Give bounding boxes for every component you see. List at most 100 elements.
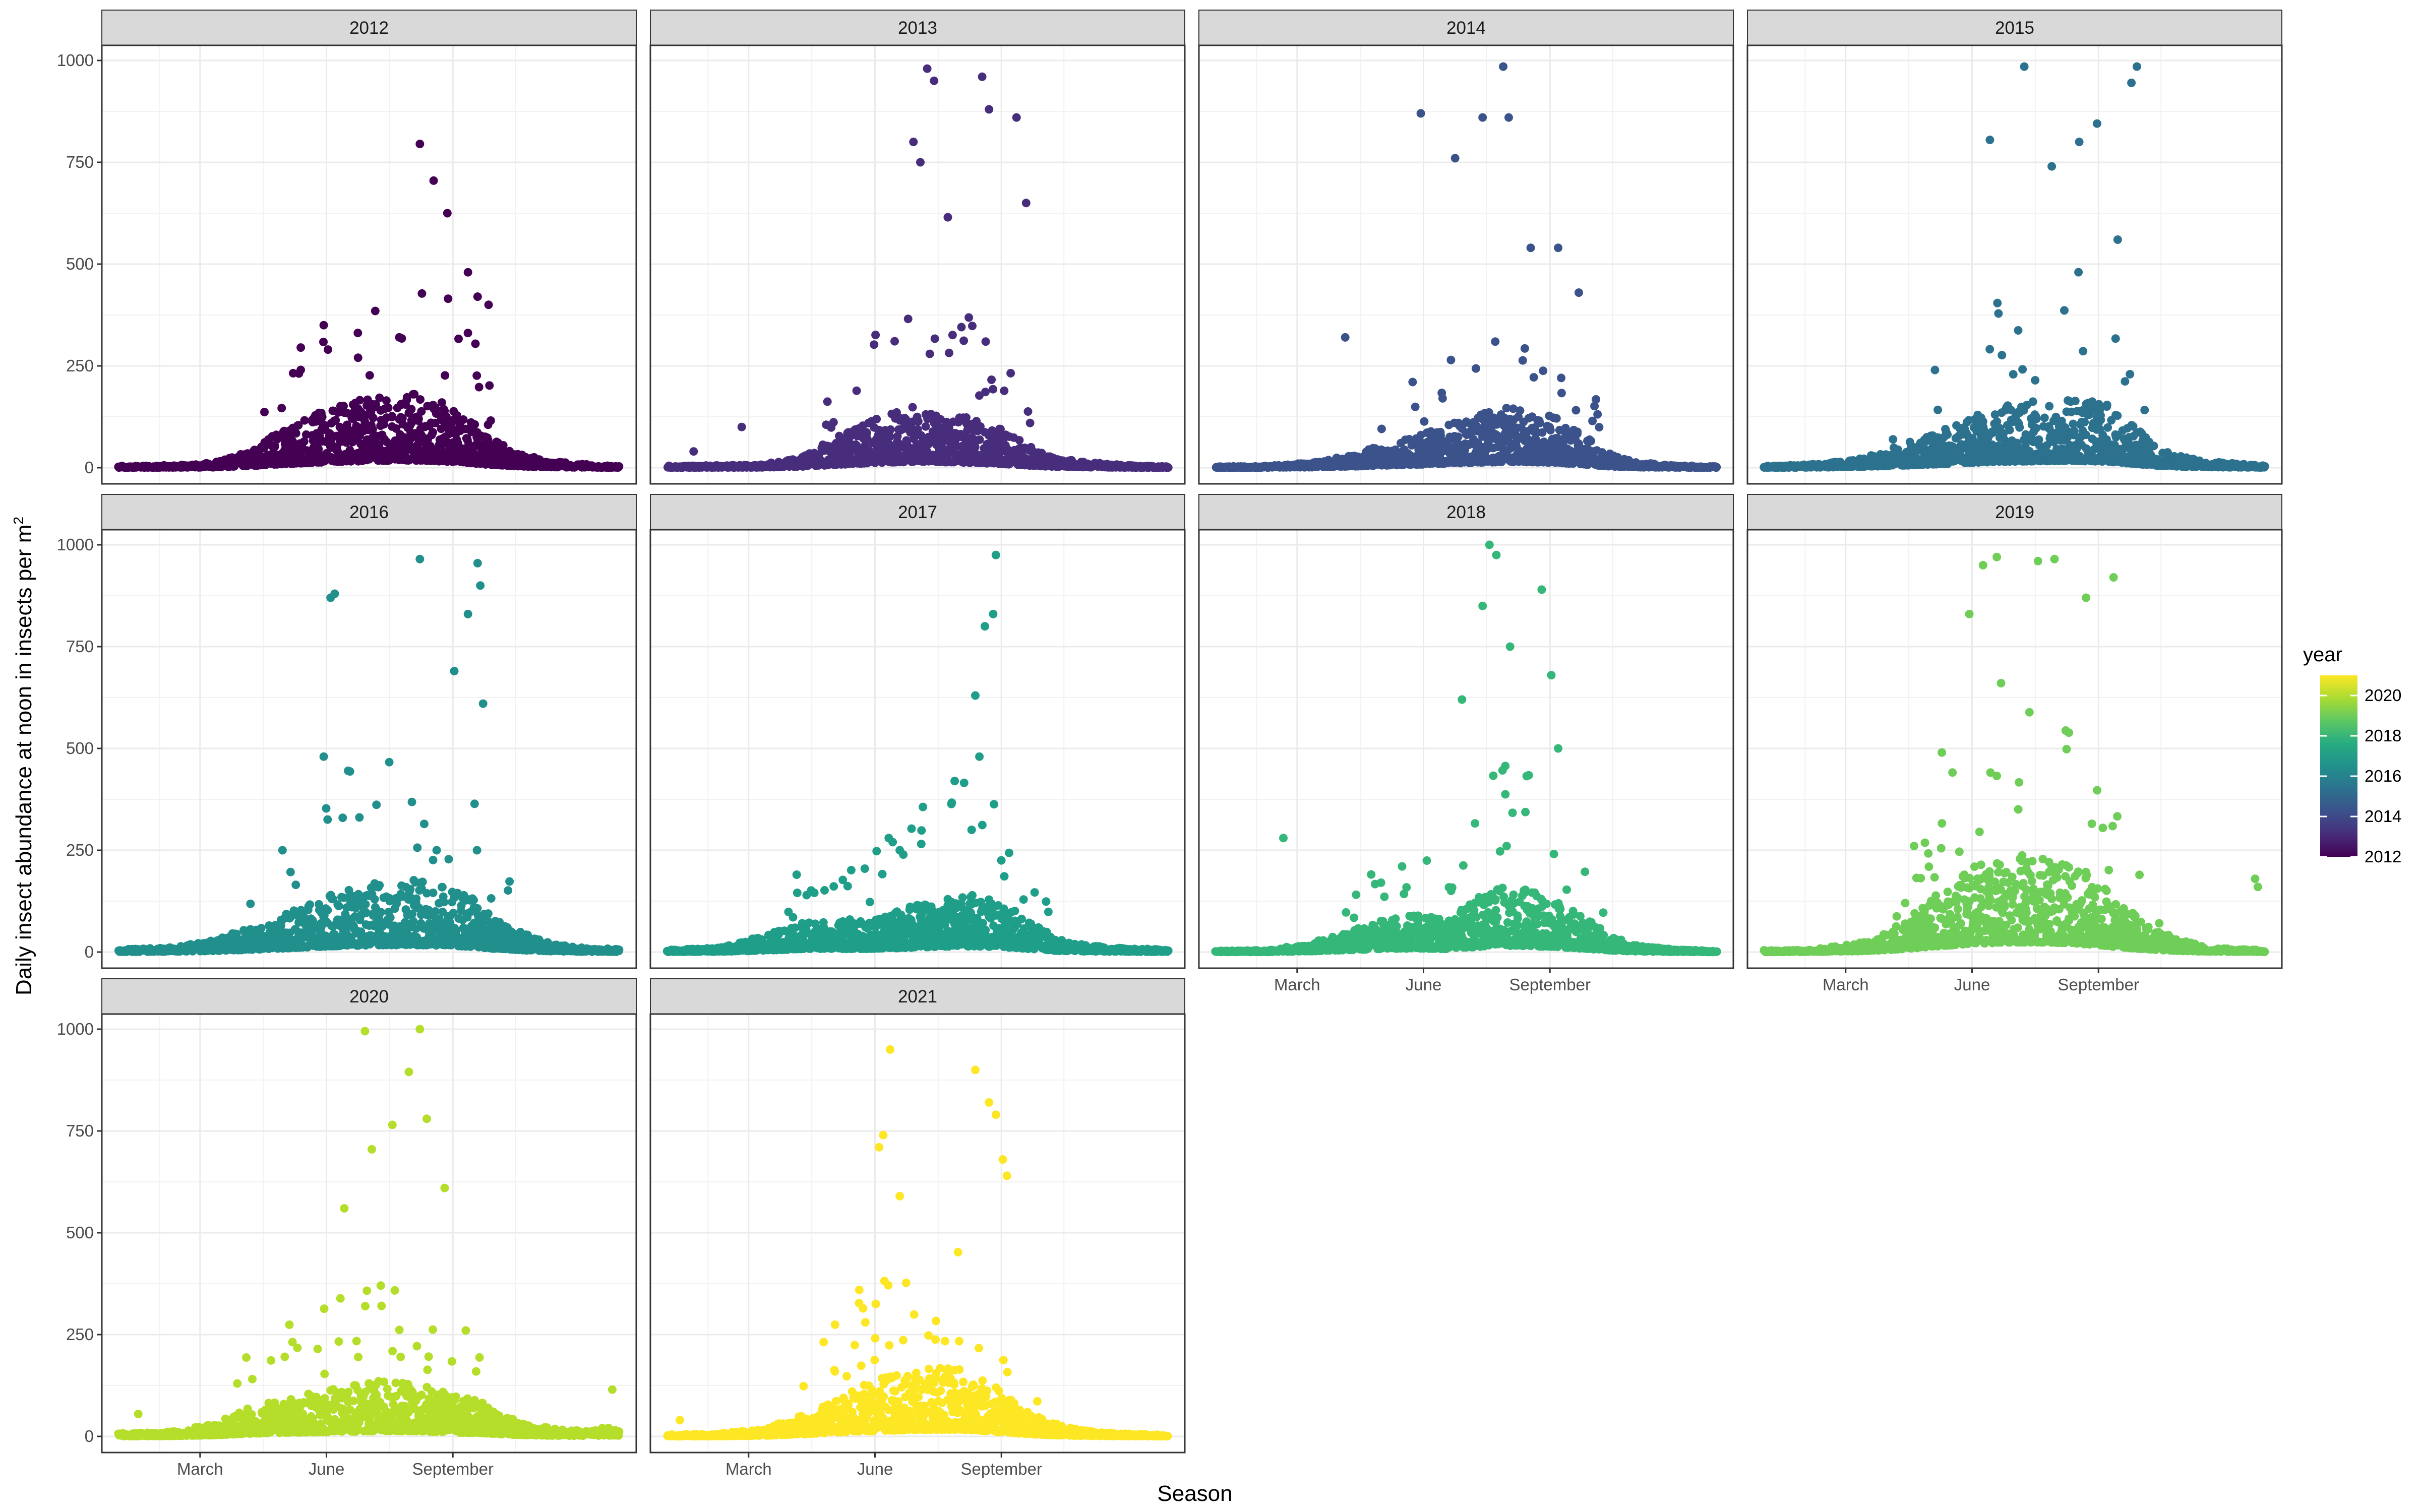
data-point xyxy=(443,209,452,218)
data-point xyxy=(2009,370,2018,379)
data-point xyxy=(463,268,472,277)
facet-strip-label: 2013 xyxy=(898,18,937,38)
data-point xyxy=(463,329,472,338)
data-point xyxy=(1023,407,1033,416)
data-point xyxy=(689,447,698,456)
data-point xyxy=(1557,389,1566,398)
data-point xyxy=(975,435,984,444)
data-point xyxy=(1518,356,1527,365)
data-point xyxy=(294,421,303,430)
data-point xyxy=(1985,345,1994,354)
data-point xyxy=(886,425,895,434)
y-tick-label: 500 xyxy=(66,255,94,273)
data-point xyxy=(930,334,939,343)
facet-strip xyxy=(101,10,637,46)
data-point xyxy=(916,158,925,167)
data-point xyxy=(333,447,342,456)
data-point xyxy=(1516,406,1525,415)
data-point xyxy=(395,333,404,342)
data-point xyxy=(908,403,917,412)
data-point xyxy=(2047,162,2056,171)
data-point xyxy=(371,400,380,409)
data-point xyxy=(1573,427,1582,436)
y-tick-label: 1000 xyxy=(57,51,94,70)
data-point xyxy=(474,383,483,392)
data-point xyxy=(365,371,374,380)
data-point xyxy=(470,420,479,429)
data-point xyxy=(1015,436,1024,445)
data-point xyxy=(291,880,300,890)
data-point xyxy=(1587,436,1596,446)
data-point xyxy=(1377,424,1386,433)
data-point xyxy=(971,443,980,452)
data-point xyxy=(484,300,493,309)
data-point xyxy=(1446,355,1456,364)
data-point xyxy=(322,804,331,813)
data-point xyxy=(1529,373,1538,382)
facet-panel-2015: 2015 xyxy=(1746,10,2283,485)
y-tick-label: 0 xyxy=(85,458,94,477)
data-point xyxy=(871,331,880,340)
data-point xyxy=(913,412,922,421)
data-point xyxy=(1985,136,1994,145)
data-point xyxy=(2149,442,2158,451)
facet-strip-label: 2016 xyxy=(349,502,389,522)
data-point xyxy=(331,416,340,425)
data-point xyxy=(407,405,416,414)
data-point xyxy=(2074,268,2083,277)
data-point xyxy=(1499,62,1508,71)
data-point xyxy=(829,418,838,427)
data-point xyxy=(1471,364,1480,373)
data-point xyxy=(921,422,930,431)
data-point xyxy=(978,72,987,81)
data-point xyxy=(375,393,384,402)
data-point xyxy=(2060,306,2069,315)
data-point xyxy=(1436,427,1445,436)
data-point xyxy=(306,900,314,909)
data-point xyxy=(2034,435,2043,444)
data-point xyxy=(353,329,362,338)
data-point xyxy=(2140,406,2149,415)
data-point xyxy=(902,436,911,445)
data-point xyxy=(324,345,332,354)
data-point xyxy=(339,402,348,411)
data-point xyxy=(319,321,328,330)
data-point xyxy=(872,415,881,423)
data-point xyxy=(2075,138,2084,147)
data-point xyxy=(314,445,323,454)
data-point xyxy=(270,442,279,451)
data-point xyxy=(429,176,438,185)
data-point xyxy=(1478,113,1487,122)
data-point xyxy=(429,428,438,437)
facet-strip-label: 2012 xyxy=(349,18,389,38)
data-point xyxy=(2045,402,2054,411)
data-point xyxy=(369,413,378,422)
data-point xyxy=(260,408,269,417)
data-point xyxy=(473,292,482,301)
data-point xyxy=(2031,376,2040,385)
data-point xyxy=(1592,395,1601,404)
data-point xyxy=(2020,62,2029,71)
data-point xyxy=(246,899,255,908)
data-point xyxy=(909,138,918,147)
data-point xyxy=(1504,113,1513,122)
data-point xyxy=(388,412,397,421)
data-point xyxy=(903,314,913,324)
data-point xyxy=(870,340,879,349)
data-point xyxy=(299,437,309,446)
data-point xyxy=(737,422,746,431)
data-point xyxy=(301,430,311,439)
data-point xyxy=(1930,365,1940,374)
data-point xyxy=(1712,463,1721,472)
data-point xyxy=(2111,334,2120,343)
data-point xyxy=(2260,462,2269,471)
data-point xyxy=(943,213,952,222)
data-point xyxy=(1933,405,1943,414)
data-point xyxy=(323,906,332,915)
data-point xyxy=(416,395,425,404)
data-point xyxy=(257,924,266,933)
data-point xyxy=(380,420,389,429)
data-point xyxy=(1021,199,1031,208)
data-point xyxy=(371,306,380,316)
